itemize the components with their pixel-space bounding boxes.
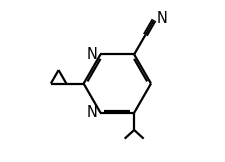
Text: N: N <box>156 11 167 26</box>
Text: N: N <box>87 47 97 62</box>
Text: N: N <box>87 105 97 120</box>
